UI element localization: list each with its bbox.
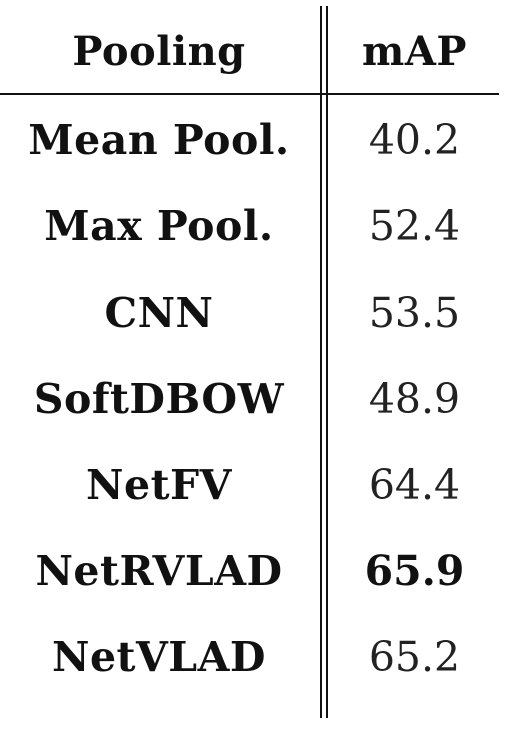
row-map: 52.4 bbox=[368, 202, 461, 250]
row-method: SoftDBOW bbox=[33, 375, 285, 423]
row-method: NetRVLAD bbox=[35, 547, 283, 595]
column-divider bbox=[320, 6, 322, 718]
header-map: mAP bbox=[362, 28, 467, 75]
row-method: CNN bbox=[104, 289, 214, 337]
row-method: Mean Pool. bbox=[28, 116, 290, 164]
row-map-best: 65.9 bbox=[364, 547, 465, 595]
column-divider bbox=[326, 6, 328, 718]
row-method: NetVLAD bbox=[51, 633, 266, 681]
row-map: 64.4 bbox=[368, 461, 461, 509]
header-rule bbox=[0, 93, 499, 95]
row-method: NetFV bbox=[86, 461, 232, 509]
row-method: Max Pool. bbox=[44, 202, 274, 250]
row-map: 53.5 bbox=[368, 289, 461, 337]
header-pooling: Pooling bbox=[72, 28, 246, 75]
row-map: 40.2 bbox=[368, 116, 461, 164]
row-map: 48.9 bbox=[368, 375, 461, 423]
row-map: 65.2 bbox=[368, 633, 461, 681]
